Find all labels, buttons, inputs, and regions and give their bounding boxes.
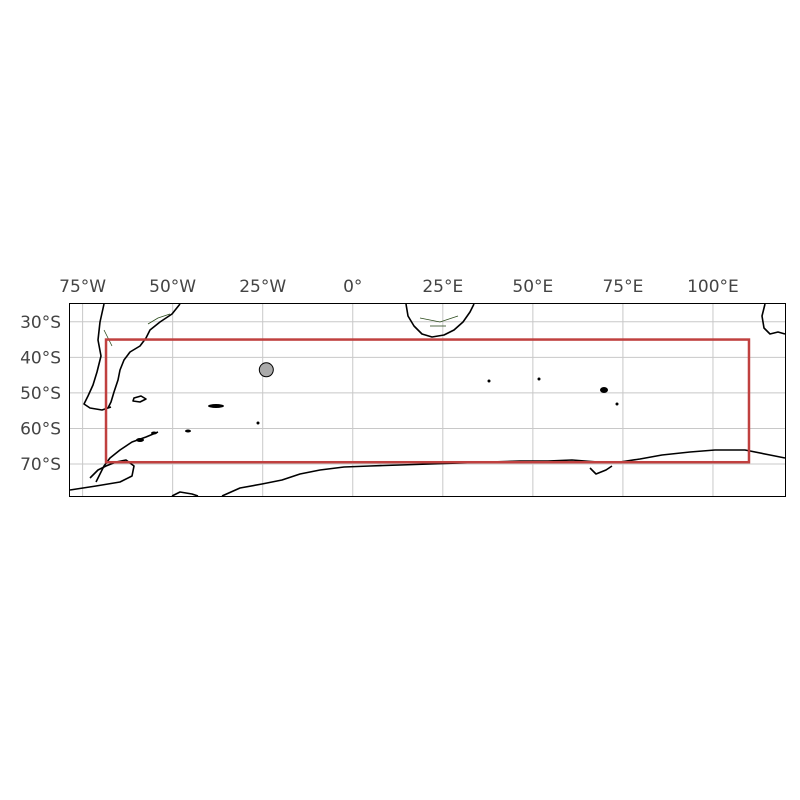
lon-tick-label: 50°W [149,277,196,297]
island [487,379,491,383]
lat-tick-label: 50°S [20,384,61,404]
kerguelen-island [600,387,608,393]
falkland-islands [132,395,147,403]
lat-tick-label: 40°S [20,348,61,368]
lat-tick-label: 60°S [20,419,61,439]
coastlines [69,303,786,497]
lon-tick-label: 25°E [422,277,463,297]
lon-tick-label: 0° [343,277,362,297]
region-box [104,338,751,464]
antarctica-lower-left [171,491,199,497]
island [185,429,191,433]
island [256,421,260,425]
map-frame [69,303,786,497]
antarctica-south-coast [221,449,786,497]
site-marker [258,362,274,378]
lon-tick-label: 75°W [59,277,106,297]
longitude-labels: 75°W 50°W 25°W 0° 25°E 50°E 75°E 100°E [59,277,739,297]
antarctic-peninsula [95,431,159,483]
lat-tick-label: 70°S [20,455,61,475]
island [136,438,144,442]
island [615,402,619,406]
south-georgia-island [208,404,224,408]
country-border [419,315,459,323]
lon-tick-label: 100°E [687,277,739,297]
lon-tick-label: 25°W [239,277,286,297]
latitude-labels: 30°S 40°S 50°S 60°S 70°S [20,313,61,475]
island [537,377,541,381]
country-border [103,329,113,347]
country-border [147,313,171,325]
antarctica-small-bay [589,465,613,475]
south-america-east-coast [107,303,181,409]
south-america-west-coast [83,303,112,411]
australia-coast [761,303,786,335]
lon-tick-label: 50°E [512,277,553,297]
gridlines [70,304,785,496]
island [151,431,157,435]
country-borders [103,313,459,347]
lon-tick-label: 75°E [602,277,643,297]
africa-coast [405,303,475,338]
lat-tick-label: 30°S [20,313,61,333]
